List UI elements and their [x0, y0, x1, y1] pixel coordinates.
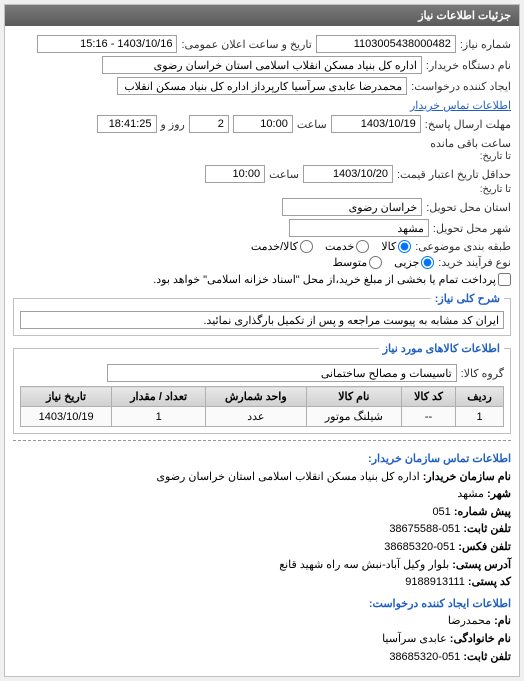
desc-legend: شرح کلی نیاز:: [431, 292, 504, 305]
province-label: استان محل تحویل:: [426, 201, 511, 214]
ann-time-input[interactable]: [37, 35, 177, 53]
buyer-contact-legend: اطلاعات تماس سازمان خریدار:: [13, 451, 511, 469]
need-no-label: شماره نیاز:: [460, 38, 511, 51]
tel-value: 051-38675588: [389, 523, 460, 535]
need-details-panel: جزئیات اطلاعات نیاز شماره نیاز: تاریخ و …: [4, 4, 520, 677]
fax-value: 051-38685320: [384, 541, 455, 553]
col-unit: واحد شمارش: [206, 387, 307, 407]
procedure-label: نوع فرآیند خرید:: [438, 256, 511, 269]
radio-service[interactable]: [356, 240, 369, 253]
city-label: شهر محل تحویل:: [433, 222, 511, 235]
time-left-label: ساعت باقی مانده: [430, 137, 511, 150]
table-row[interactable]: 1 -- شیلنگ موتور عدد 1 1403/10/19: [21, 407, 504, 427]
cell-code: --: [402, 407, 456, 427]
ctel-value: 051-38685320: [389, 651, 460, 663]
radio-small[interactable]: [421, 256, 434, 269]
zip-value: 9188913111: [405, 576, 465, 588]
radio-both[interactable]: [300, 240, 313, 253]
radio-medium[interactable]: [369, 256, 382, 269]
goods-group-input[interactable]: [107, 364, 457, 382]
goods-group-label: گروه کالا:: [461, 367, 504, 380]
radio-service-label: خدمت: [325, 240, 354, 253]
panel-title: جزئیات اطلاعات نیاز: [5, 5, 519, 26]
zip-label: کد پستی:: [468, 576, 511, 588]
buyer-contact-block: اطلاعات تماس سازمان خریدار: نام سازمان خ…: [13, 447, 511, 670]
deadline-to-label: تا تاریخ:: [480, 151, 511, 162]
cell-unit: عدد: [206, 407, 307, 427]
col-date: تاریخ نیاز: [21, 387, 112, 407]
cell-name: شیلنگ موتور: [306, 407, 401, 427]
contact-link[interactable]: اطلاعات تماس خریدار: [410, 99, 511, 112]
lname-value: عابدی سرآسیا: [382, 633, 447, 645]
day-label: روز و: [161, 118, 185, 131]
fname-label: نام:: [494, 615, 511, 627]
cell-qty: 1: [112, 407, 206, 427]
col-idx: ردیف: [456, 387, 504, 407]
org-value: اداره کل بنیاد مسکن انقلاب اسلامی استان …: [156, 471, 419, 483]
radio-small-label: جزیی: [394, 256, 419, 269]
deadline-date-input[interactable]: [331, 115, 421, 133]
buyer-org-label: نام دستگاه خریدار:: [426, 59, 511, 72]
fax-label: تلفن فکس:: [458, 541, 511, 553]
radio-goods-label: کالا: [381, 240, 396, 253]
city-input[interactable]: [289, 219, 429, 237]
check-treasury[interactable]: [498, 273, 511, 286]
desc-fieldset: شرح کلی نیاز:: [13, 292, 511, 336]
bcity-label: شهر:: [487, 488, 511, 500]
bcity-value: مشهد: [457, 488, 484, 500]
goods-legend: اطلاعات کالاهای مورد نیاز: [379, 342, 504, 355]
buyer-org-input[interactable]: [102, 56, 422, 74]
proc-note: پرداخت تمام یا بخشی از مبلغ خرید،از محل …: [153, 273, 496, 286]
radio-goods[interactable]: [398, 240, 411, 253]
tel-label: تلفن ثابت:: [463, 523, 511, 535]
desc-input[interactable]: [20, 311, 504, 329]
col-name: نام کالا: [306, 387, 401, 407]
lname-label: نام خانوادگی:: [450, 633, 511, 645]
credit-time-input[interactable]: [205, 165, 265, 183]
main-form: شماره نیاز: تاریخ و ساعت اعلان عمومی: نا…: [5, 26, 519, 676]
creator-input[interactable]: [117, 77, 407, 95]
cell-date: 1403/10/19: [21, 407, 112, 427]
separator: [13, 440, 511, 441]
org-label: نام سازمان خریدار:: [423, 471, 511, 483]
pre-label: پیش شماره:: [454, 506, 511, 518]
addr-value: بلوار وکیل آباد-نبش سه راه شهید قانع: [279, 559, 449, 571]
time-label-2: ساعت: [269, 168, 299, 181]
cell-idx: 1: [456, 407, 504, 427]
deadline-label: مهلت ارسال پاسخ:: [425, 118, 511, 131]
fname-value: محمدرضا: [448, 615, 491, 627]
deadline-time-input[interactable]: [233, 115, 293, 133]
days-left-input[interactable]: [189, 115, 229, 133]
ann-time-label: تاریخ و ساعت اعلان عمومی:: [181, 38, 311, 51]
credit-to-label: تا تاریخ:: [480, 184, 511, 195]
group-type-label: طبقه بندی موضوعی:: [415, 240, 511, 253]
credit-label: حداقل تاریخ اعتبار قیمت:: [397, 168, 511, 181]
ctel-label: تلفن ثابت:: [463, 651, 511, 663]
pre-value: 051: [432, 506, 450, 518]
col-code: کد کالا: [402, 387, 456, 407]
time-label-1: ساعت: [297, 118, 327, 131]
radio-medium-label: متوسط: [333, 256, 368, 269]
province-input[interactable]: [282, 198, 422, 216]
credit-date-input[interactable]: [303, 165, 393, 183]
need-no-input[interactable]: [316, 35, 456, 53]
goods-fieldset: اطلاعات کالاهای مورد نیاز گروه کالا: ردی…: [13, 342, 511, 434]
col-qty: تعداد / مقدار: [112, 387, 206, 407]
creator-contact-legend: اطلاعات ایجاد کننده درخواست:: [13, 596, 511, 614]
time-left-input[interactable]: [97, 115, 157, 133]
radio-both-label: کالا/خدمت: [251, 240, 298, 253]
goods-table: ردیف کد کالا نام کالا واحد شمارش تعداد /…: [20, 386, 504, 427]
addr-label: آدرس پستی:: [452, 559, 511, 571]
creator-label: ایجاد کننده درخواست:: [411, 80, 511, 93]
